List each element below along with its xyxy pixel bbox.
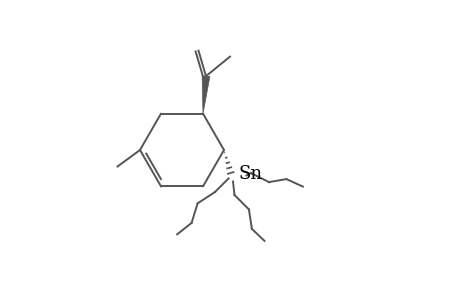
Polygon shape <box>202 76 209 114</box>
Text: Sn: Sn <box>239 165 263 183</box>
